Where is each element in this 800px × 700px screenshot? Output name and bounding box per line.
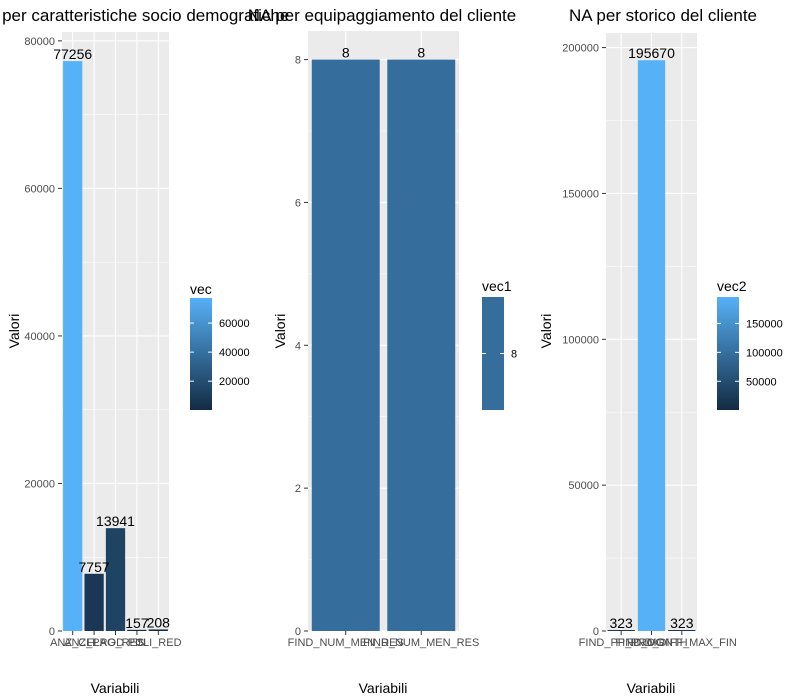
x-axis-title: Variabili (359, 680, 408, 696)
bar (84, 573, 104, 631)
bars (607, 60, 696, 631)
x-tick-label: FIND_PP_PROG (579, 637, 664, 649)
legend-tick-label: 20000 (219, 376, 250, 388)
data-label: 8 (342, 45, 350, 61)
x-tick-label: ANZ_CLI (50, 637, 95, 649)
bar (607, 630, 635, 631)
x-tick-label: FIND_MONTH (615, 637, 687, 649)
data-label: 13941 (96, 513, 135, 529)
data-labels: 323 195670 323 (609, 45, 693, 631)
y-axis-ticks: 0 20000 40000 60000 80000 (24, 36, 62, 638)
data-label: 77256 (53, 46, 92, 62)
y-tick-label: 2 (295, 483, 301, 495)
data-label: 323 (609, 615, 633, 631)
chart-title: NA per storico del cliente (569, 6, 757, 25)
chart-title: NA per equipaggiamento del cliente (248, 6, 516, 25)
chart-panel-socio-demografiche: NA per caratteristiche socio demografich… (0, 6, 289, 696)
x-tick-label: FIND_NUM_MEN_RES (288, 637, 404, 649)
y-tick-label: 150000 (562, 188, 599, 200)
legend-ticks: 50000 100000 150000 (717, 318, 783, 388)
data-label: 8 (417, 45, 425, 61)
bar (637, 60, 666, 631)
bar (387, 59, 456, 632)
chart-title: NA per caratteristiche socio demografich… (0, 6, 289, 25)
chart-panel-storico: NA per storico del cliente 323 195670323 … (538, 6, 783, 696)
legend-tick-label: 40000 (219, 347, 250, 359)
legend-tick-label: 60000 (219, 318, 250, 330)
legend-tick-label: 100000 (746, 347, 783, 359)
bar (668, 630, 696, 631)
y-axis-ticks: 0 50000 100000 150000 200000 (562, 43, 606, 638)
data-label: 157 (125, 615, 149, 631)
legend: vec1 8 (482, 278, 517, 410)
legend-title: vec2 (717, 278, 747, 294)
y-tick-label: 40000 (24, 331, 55, 343)
x-tick-label: PIN (128, 637, 146, 649)
x-tick-label: FIND_NUM_MEN_RES (363, 637, 479, 649)
x-tick-label: FLAG_RES (87, 637, 144, 649)
legend-ticks: 20000 40000 60000 (190, 318, 250, 388)
legend-colorbar (190, 298, 212, 410)
x-tick-label: FIND_DIFF_MAX_FIN (627, 637, 737, 649)
y-axis-title: Valori (6, 314, 22, 349)
legend: vec 20000 40000 60000 (190, 281, 250, 410)
x-axis-title: Variabili (627, 680, 676, 696)
x-tick-label: CLI_RED (135, 637, 182, 649)
bar (148, 629, 168, 631)
y-tick-label: 200000 (562, 43, 599, 55)
data-label: 7757 (79, 559, 110, 575)
data-label: 323 (670, 615, 694, 631)
bars (311, 59, 456, 632)
bar (127, 629, 147, 631)
bar (105, 528, 126, 631)
legend-colorbar (717, 297, 739, 410)
y-tick-label: 50000 (568, 480, 599, 492)
y-tick-label: 60000 (24, 183, 55, 195)
legend-tick-label: 8 (511, 349, 517, 361)
x-axis-title: Variabili (91, 680, 140, 696)
legend: vec2 50000 100000 150000 (717, 278, 783, 410)
bars (63, 61, 168, 631)
legend-title: vec (190, 281, 212, 297)
legend-tick-label: 50000 (746, 376, 777, 388)
y-tick-label: 80000 (24, 36, 55, 48)
legend-ticks: 8 (482, 349, 517, 361)
y-tick-label: 6 (295, 197, 301, 209)
y-tick-label: 0 (49, 626, 55, 638)
data-label: 195670 (628, 45, 675, 61)
y-tick-label: 4 (295, 340, 301, 352)
y-axis-title: Valori (538, 314, 554, 349)
y-tick-label: 0 (295, 626, 301, 638)
y-tick-label: 0 (593, 626, 599, 638)
x-tick-label: ANZ_PROD (64, 637, 124, 649)
legend-title: vec1 (482, 278, 512, 294)
bar (63, 61, 83, 631)
bar (311, 59, 380, 632)
legend-tick-label: 150000 (746, 318, 783, 330)
data-label: 208 (147, 614, 171, 630)
y-tick-label: 8 (295, 55, 301, 67)
y-axis-title: Valori (272, 314, 288, 349)
y-tick-label: 100000 (562, 334, 599, 346)
y-tick-label: 20000 (24, 478, 55, 490)
y-axis-ticks: 0 2 4 6 8 (295, 55, 308, 638)
legend-colorbar (482, 297, 504, 410)
